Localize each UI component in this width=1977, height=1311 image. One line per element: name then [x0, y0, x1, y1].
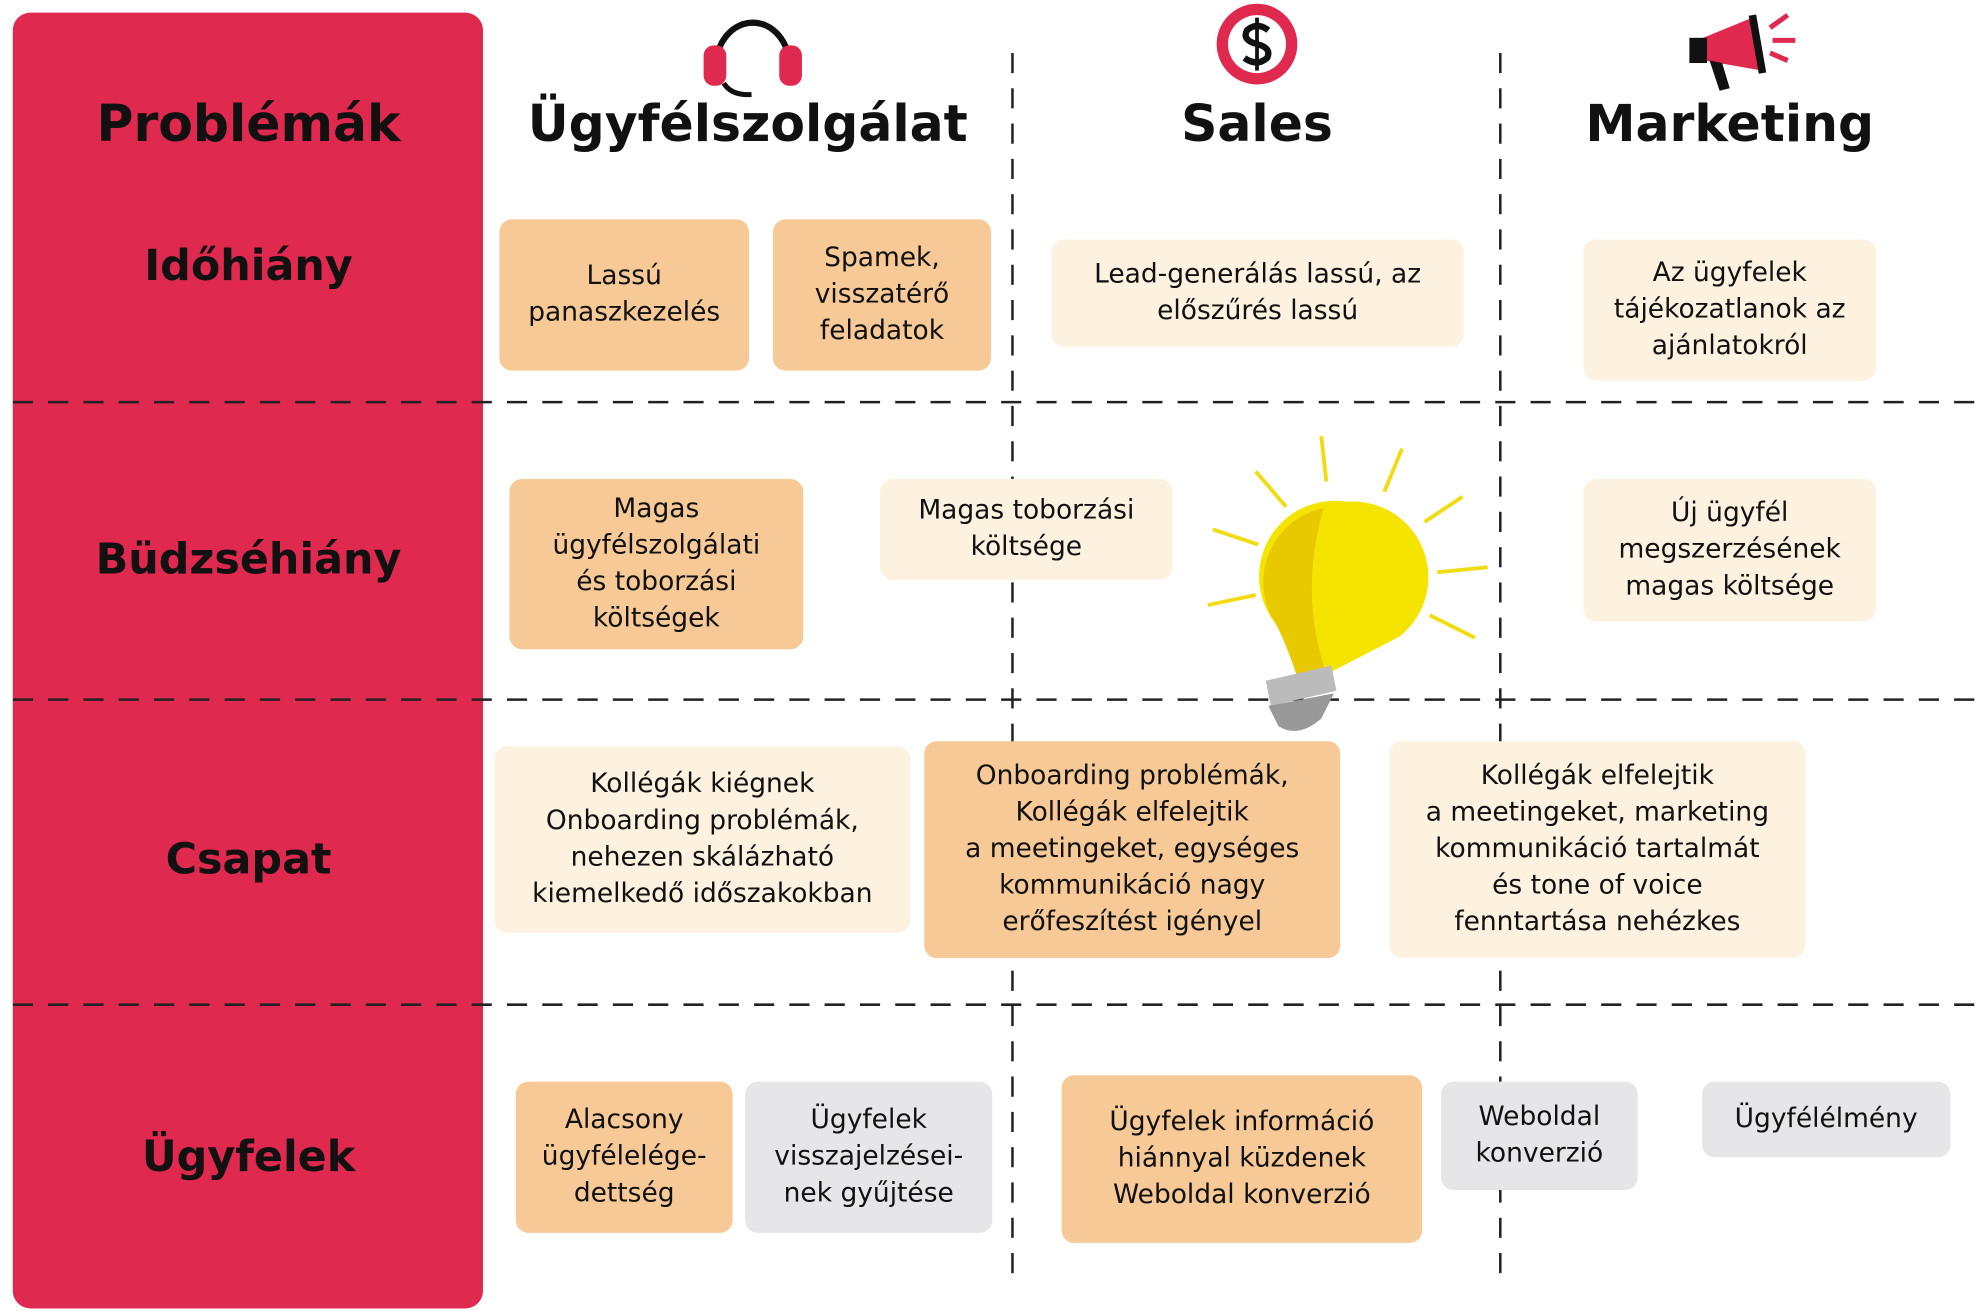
card-text: magas költsége [1625, 570, 1834, 601]
card-text: Lead-generálás lassú, az [1094, 258, 1421, 289]
card [494, 746, 911, 933]
card [1441, 1081, 1638, 1190]
card-text: ügyfélelége- [542, 1141, 707, 1172]
card-text: visszajelzései- [774, 1141, 963, 1172]
card [1389, 741, 1806, 959]
row-label: Időhiány [144, 241, 353, 291]
card-text: Lassú [587, 260, 662, 291]
card-text: feladatok [820, 315, 945, 346]
card-text: megszerzésének [1619, 534, 1842, 565]
card [1061, 1075, 1423, 1243]
column-title: Marketing [1585, 94, 1874, 153]
card-text: Ügyfelek információ [1109, 1105, 1374, 1137]
card [1583, 479, 1876, 622]
row-label: Csapat [166, 835, 332, 885]
row-label: Ügyfelek [142, 1131, 357, 1182]
card-text: panaszkezelés [528, 297, 720, 328]
card-text: Kollégák elfelejtik [1481, 760, 1715, 791]
card-text: konverzió [1476, 1138, 1604, 1169]
card [1051, 239, 1464, 347]
card-text: Magas toborzási [918, 495, 1134, 526]
card-text: a meetingeket, marketing [1426, 797, 1769, 828]
problem-panel [12, 12, 484, 1309]
card-text: Onboarding problémák, [976, 760, 1289, 791]
card-text: ügyfélszolgálati [552, 529, 760, 560]
card [515, 1081, 733, 1233]
grid-lines [12, 52, 1977, 1286]
card [880, 479, 1173, 580]
card [924, 741, 1341, 959]
card-text: Weboldal konverzió [1113, 1179, 1371, 1210]
card [745, 1081, 993, 1233]
card-text: Spamek, [824, 242, 940, 273]
card-text: Ügyfélélmény [1735, 1102, 1918, 1134]
card-text: Magas [613, 493, 699, 524]
card-text: visszatérő [815, 278, 949, 309]
card-text: a meetingeket, egységes [965, 833, 1299, 864]
card-text: fenntartása nehézkes [1454, 906, 1740, 937]
card-text: nehezen skálázható [571, 841, 834, 872]
card-text: Onboarding problémák, [546, 805, 859, 836]
card [1701, 1081, 1951, 1158]
card-text: előszűrés lassú [1157, 295, 1358, 326]
lightbulb [1207, 435, 1488, 731]
card-text: Az ügyfelek [1653, 257, 1808, 288]
card-text: kommunikáció tartalmát [1435, 833, 1759, 864]
card-text: dettség [574, 1177, 675, 1208]
card-text: ajánlatokról [1652, 330, 1808, 361]
header-title: Problémák [97, 94, 403, 153]
card-text: kommunikáció nagy [999, 870, 1265, 901]
row-label: Büdzséhiány [96, 535, 402, 585]
card-text: Kollégák kiégnek [590, 768, 815, 799]
card-text: erőfeszítést igényel [1002, 906, 1262, 937]
card-text: és tone of voice [1492, 870, 1703, 901]
card-text: hiánnyal küzdenek [1118, 1143, 1367, 1174]
card-text: Kollégák elfelejtik [1016, 797, 1250, 828]
card [499, 219, 749, 371]
column-title: Ügyfélszolgálat [528, 94, 968, 153]
card-text: Weboldal [1479, 1101, 1601, 1132]
card [509, 479, 804, 650]
card-text: Ügyfelek [811, 1103, 928, 1135]
headset-icon [703, 19, 802, 98]
card-text: nek gyűjtése [784, 1177, 954, 1208]
card-text: költségek [593, 602, 720, 633]
card [1583, 239, 1876, 381]
card-text: költsége [971, 531, 1082, 562]
card-text: kiemelkedő időszakokban [532, 878, 872, 909]
dollar-icon [1216, 3, 1298, 85]
megaphone-icon [1689, 13, 1796, 91]
card-text: Alacsony [565, 1104, 684, 1135]
card-text: tájékozatlanok az [1614, 294, 1846, 325]
card-text: és toborzási [576, 566, 736, 597]
column-title: Sales [1181, 94, 1333, 153]
card-text: Új ügyfél [1671, 496, 1788, 528]
card [772, 219, 992, 371]
